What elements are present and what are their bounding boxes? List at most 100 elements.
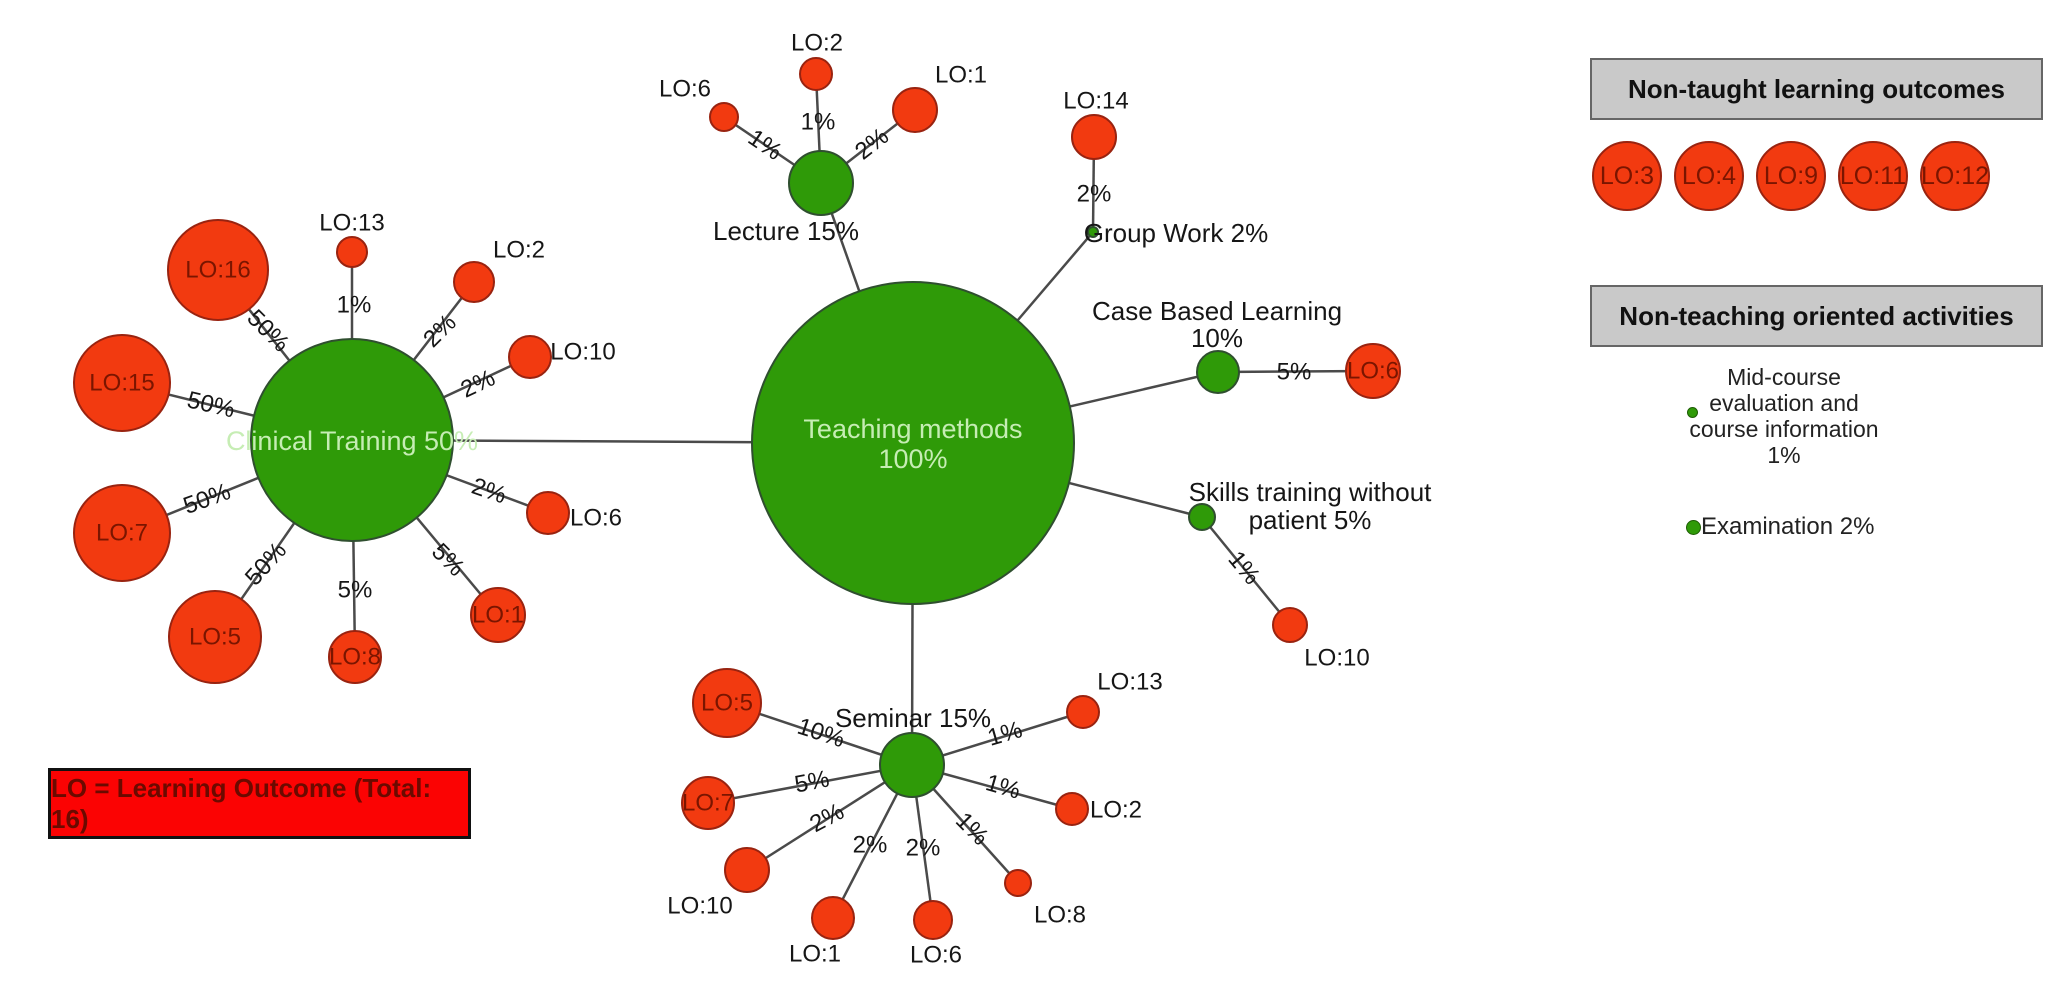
label-case-based-learning: 10% [1191,323,1243,353]
label-LO:7: LO:7 [682,790,734,817]
label-LO:6: LO:6 [1347,358,1399,385]
legend-outcome-circle: LO:3 [1592,141,1662,211]
edge-weight-seminar-LO:10: 2% [805,798,848,838]
legend-outcome-circle: LO:11 [1838,141,1908,211]
non-taught-legend-box: Non-taught learning outcomes [1590,58,2043,120]
node-lecture-LO:6 [709,102,739,132]
node-clinical-training-LO:2 [453,261,495,303]
node-seminar-LO:10 [724,847,770,893]
edge-weight-seminar-LO:7: 5% [792,765,831,798]
node-clinical-training-LO:6 [526,491,570,535]
edge-weight-clinical-training-LO:10: 2% [457,364,500,403]
edge-weight-clinical-training-LO:8: 5% [338,577,373,604]
edge-weight-clinical-training-LO:5: 50% [240,537,292,591]
node-clinical-training-LO:8 [328,630,382,684]
edge-weight-lecture-LO:6: 1% [743,124,787,166]
label-clinical-training: Clinical Training 50% [226,426,478,456]
node-seminar-LO:13 [1066,695,1100,729]
lo-note-text: LO = Learning Outcome (Total: 16) [51,772,432,834]
node-clinical-training-LO:16 [167,219,269,321]
label-LO:6: LO:6 [570,505,622,532]
node-seminar-LO:5 [692,668,762,738]
node-skills-training [1188,503,1216,531]
examination-dot-icon [1686,520,1701,535]
node-clinical-training-LO:1 [470,587,526,643]
label-LO:10: LO:10 [550,339,615,366]
edge-weight-group-work-LO:14: 2% [1077,181,1112,208]
label-LO:6: LO:6 [659,76,711,103]
label-LO:13: LO:13 [1097,669,1162,696]
mid-course-line: course information [1689,416,1879,442]
edge-weight-clinical-training-LO:13: 1% [337,292,372,319]
edge-weight-seminar-LO:1: 2% [853,832,888,859]
label-LO:2: LO:2 [1090,797,1142,824]
edge-weight-clinical-training-LO:15: 50% [185,386,238,423]
node-group-work [1087,226,1099,238]
node-clinical-training-LO:10 [508,335,552,379]
lo-note-box: LO = Learning Outcome (Total: 16) [48,768,471,839]
node-seminar [879,732,945,798]
label-LO:5: LO:5 [701,690,753,717]
skills-training-edge-LO:10 [1201,516,1291,626]
node-skills-training-LO:10 [1272,607,1308,643]
edge-weight-skills-training-LO:10: 1% [1223,546,1266,590]
legend-outcome-circle: LO:9 [1756,141,1826,211]
label-LO:1: LO:1 [472,602,524,629]
node-lecture-LO:2 [799,57,833,91]
node-clinical-training [250,338,454,542]
label-LO:2: LO:2 [493,237,545,264]
mid-course-activity-label: Mid-course evaluation and course informa… [1664,364,1904,468]
edge-weight-clinical-training-LO:6: 2% [468,473,510,510]
node-seminar-LO:8 [1004,869,1032,897]
label-LO:1: LO:1 [935,62,987,89]
label-case-based-learning: Case Based Learning [1092,296,1342,326]
legend-outcome-circle: LO:12 [1920,141,1990,211]
node-clinical-training-LO:15 [73,334,171,432]
non-taught-outcomes-row: LO:3 LO:4 LO:9 LO:11 LO:12 [1592,141,1990,211]
label-LO:5: LO:5 [189,624,241,651]
label-LO:6: LO:6 [910,942,962,969]
edge-weight-seminar-LO:2: 1% [983,769,1024,805]
edge-weight-seminar-LO:6: 2% [906,835,941,862]
node-teaching-methods [751,281,1075,605]
label-skills-training: Skills training without [1189,477,1433,507]
label-teaching-methods: 100% [878,444,947,474]
node-clinical-training-LO:5 [168,590,262,684]
label-LO:1: LO:1 [789,941,841,968]
node-seminar-LO:7 [681,776,735,830]
label-lecture: Lecture 15% [713,216,859,246]
label-LO:8: LO:8 [1034,902,1086,929]
node-group-work-LO:14 [1071,114,1117,160]
label-seminar: Seminar 15% [835,703,991,733]
node-lecture [788,150,854,216]
label-LO:8: LO:8 [329,644,381,671]
edge-weight-clinical-training-LO:16: 50% [241,304,294,357]
node-case-based-learning [1196,350,1240,394]
node-clinical-training-LO:13 [336,236,368,268]
node-lecture-LO:1 [892,87,938,133]
node-case-based-learning-LO:6 [1345,343,1401,399]
node-seminar-LO:2 [1055,792,1089,826]
label-group-work: Group Work 2% [1084,218,1268,248]
legend-outcome-circle: LO:4 [1674,141,1744,211]
edge-weight-lecture-LO:1: 2% [850,123,894,166]
label-LO:15: LO:15 [89,370,154,397]
label-LO:10: LO:10 [667,893,732,920]
mid-course-line: 1% [1767,442,1801,468]
label-teaching-methods: Teaching methods [803,414,1022,444]
node-clinical-training-LO:7 [73,484,171,582]
edge-weight-clinical-training-LO:7: 50% [180,478,234,520]
non-teaching-legend-title: Non-teaching oriented activities [1619,300,2014,331]
node-seminar-LO:6 [913,900,953,940]
seminar-edge-LO:7 [707,763,913,805]
mid-course-dot-icon [1687,407,1698,418]
non-teaching-legend-box: Non-teaching oriented activities [1590,285,2043,347]
non-taught-legend-title: Non-taught learning outcomes [1628,73,2005,104]
label-LO:7: LO:7 [96,520,148,547]
mid-course-line: evaluation and [1709,390,1859,416]
label-LO:16: LO:16 [185,257,250,284]
label-LO:10: LO:10 [1304,645,1369,672]
label-LO:2: LO:2 [791,30,843,57]
